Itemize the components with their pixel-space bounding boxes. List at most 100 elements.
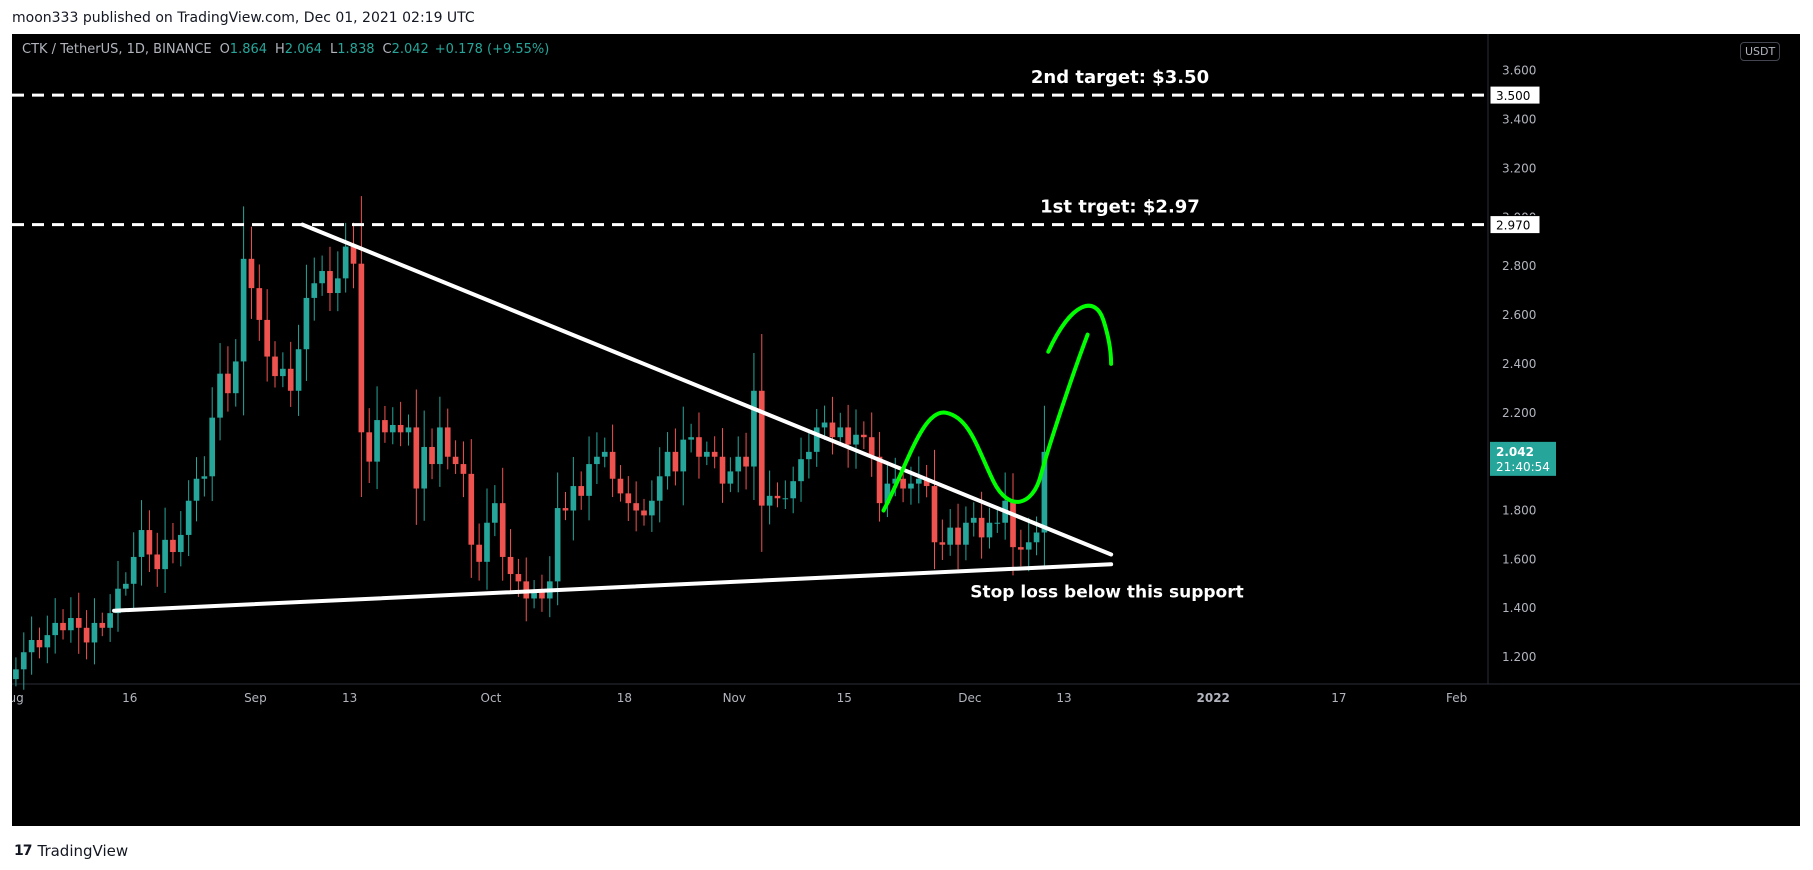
tradingview-logo-icon: 17 (14, 843, 33, 859)
candle-body (672, 451, 679, 472)
candle-body (225, 373, 231, 394)
x-tick-label: 13 (1056, 691, 1071, 705)
candle-body (782, 498, 789, 500)
candle-body (20, 652, 27, 670)
candle-body (908, 483, 914, 489)
x-tick-label: Sep (244, 691, 267, 705)
currency-unit-button[interactable]: USDT (1740, 42, 1781, 61)
candle-body (248, 258, 255, 289)
candle-body (123, 583, 129, 589)
candle-body (774, 495, 781, 499)
candle-body (790, 481, 797, 499)
target-price-tag (1489, 85, 1541, 105)
candle-body (452, 456, 459, 465)
symbol-infobar: CTK / TetherUS, 1D, BINANCE O1.864 H2.064 L… (22, 42, 549, 57)
candle-body (507, 556, 514, 575)
candle-body (931, 486, 938, 543)
candle-body (806, 451, 812, 460)
y-tick-label: 1.200 (1502, 650, 1536, 664)
candle-body (939, 542, 946, 545)
candle-body (52, 622, 59, 636)
candle-body (515, 574, 522, 582)
candle-body (413, 427, 420, 489)
candle-body (476, 544, 482, 562)
candle-body (60, 622, 66, 631)
chart-panel[interactable]: 1.2001.4001.6001.8002.0002.2002.4002.600… (12, 34, 1800, 826)
last-price-tag (1490, 441, 1556, 476)
candle-body (366, 432, 373, 462)
target-label: 2nd target: $3.50 (1031, 67, 1209, 88)
y-tick-label: 2.400 (1502, 357, 1536, 371)
candle-body (421, 446, 428, 489)
candle-body (36, 640, 43, 648)
candle-body (758, 390, 765, 506)
candle-body (280, 368, 286, 377)
candle-body (162, 539, 168, 570)
candle-body (923, 478, 930, 487)
candle-body (484, 522, 490, 562)
candle-body (232, 361, 239, 394)
candle-body (138, 530, 145, 557)
candle-body (256, 288, 263, 320)
low-value: 1.838 (337, 42, 375, 57)
x-tick-label: 17 (1331, 691, 1346, 705)
candle-body (625, 493, 632, 504)
candle-body (13, 669, 19, 680)
candle-body (327, 271, 333, 294)
candle-body (444, 427, 451, 457)
candle-body (578, 486, 585, 496)
candle-body (437, 427, 443, 465)
candle-body (743, 456, 749, 467)
x-tick-label: Feb (1446, 691, 1467, 705)
candle-body (994, 522, 1001, 524)
candle-body (28, 640, 35, 653)
candle-body (829, 422, 836, 438)
x-tick-label: Oct (481, 691, 502, 705)
candlestick-chart[interactable]: 1.2001.4001.6001.8002.0002.2002.4002.600… (12, 34, 1800, 826)
candle-body (868, 437, 875, 457)
candle-body (91, 622, 98, 643)
candle-body (696, 437, 702, 457)
candle-body (287, 368, 294, 391)
y-tick-label: 1.800 (1502, 504, 1536, 518)
last-price-countdown: 21:40:54 (1496, 460, 1550, 474)
candle-body (389, 424, 396, 433)
y-tick-label: 2.600 (1502, 308, 1536, 322)
candle-body (374, 420, 380, 462)
target-price-tag (1489, 215, 1541, 235)
candle-body (570, 486, 577, 511)
candle-body (185, 500, 192, 535)
candle-body (201, 476, 208, 479)
candle-body (900, 478, 906, 489)
candle-body (798, 459, 804, 482)
candle-body (295, 349, 302, 391)
candle-body (311, 283, 318, 298)
change-value: +0.178 (+9.55%) (434, 42, 550, 57)
resistance-trendline (300, 222, 1114, 557)
candle-body (405, 427, 412, 433)
candle-body (688, 437, 694, 440)
candle-body (193, 478, 200, 501)
tradingview-brand: TradingView (37, 842, 129, 860)
candle-body (562, 508, 569, 511)
candle-body (766, 495, 773, 506)
chart-background (12, 34, 1800, 826)
candle-body (680, 439, 687, 472)
candle-body (861, 434, 867, 438)
candle-body (955, 527, 961, 545)
candle-body (853, 434, 859, 445)
candle-body (460, 464, 467, 474)
candle-body (892, 478, 899, 484)
candle-body (468, 473, 475, 545)
y-tick-label: 3.600 (1502, 64, 1536, 78)
projection-peak-path (1046, 303, 1114, 366)
close-value: 2.042 (391, 42, 429, 57)
candle-body (719, 456, 726, 484)
low-label: L (330, 42, 338, 57)
x-tick-label: Dec (958, 691, 981, 705)
candle-body (303, 297, 310, 350)
candle-body (499, 503, 506, 557)
x-tick-label: 18 (617, 691, 632, 705)
publisher-header: moon333 published on TradingView.com, De… (12, 10, 475, 26)
candle-body (727, 471, 734, 484)
